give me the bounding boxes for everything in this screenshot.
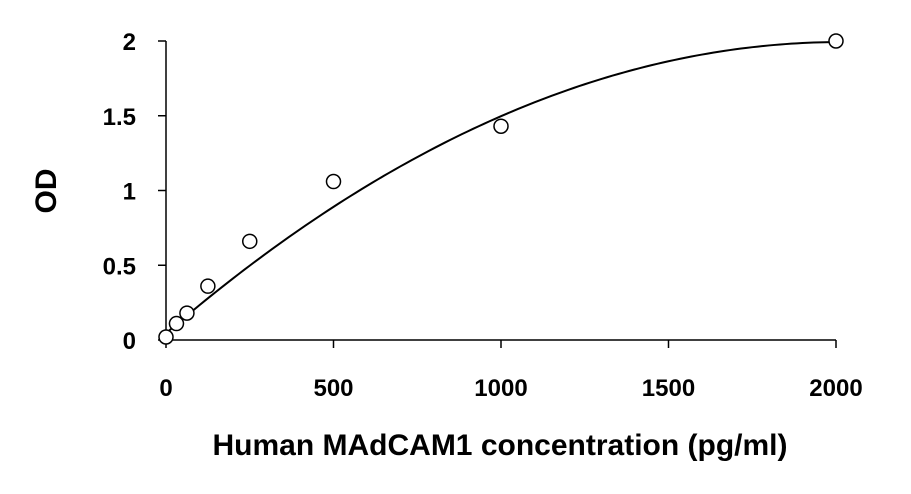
axes (165, 41, 836, 341)
y-tick-label: 0 (123, 328, 136, 355)
y-tick-label: 0.5 (103, 253, 136, 280)
x-axis-title: Human MAdCAM1 concentration (pg/ml) (213, 429, 788, 462)
y-axis-title: OD (30, 169, 63, 214)
data-point (828, 33, 844, 49)
data-point (158, 329, 174, 345)
x-tick-label: 1000 (474, 375, 527, 402)
data-point (242, 233, 258, 250)
x-tick-label: 0 (159, 375, 172, 402)
x-tick-label: 500 (313, 375, 353, 402)
x-ticks: 0 500 1000 1500 2000 (159, 340, 863, 402)
x-tick-label: 1500 (642, 375, 695, 402)
x-tick-label: 2000 (809, 375, 862, 402)
y-ticks: 0 0.5 1 1.5 2 (103, 29, 166, 355)
data-point (168, 315, 185, 332)
data-point (200, 278, 216, 294)
y-tick-label: 1.5 (103, 104, 136, 131)
data-point (325, 173, 342, 190)
y-tick-label: 2 (123, 29, 136, 56)
data-point (179, 305, 195, 321)
data-points (158, 33, 844, 345)
data-point (493, 118, 509, 134)
fit-curve (165, 41, 837, 335)
y-tick-label: 1 (123, 179, 136, 206)
